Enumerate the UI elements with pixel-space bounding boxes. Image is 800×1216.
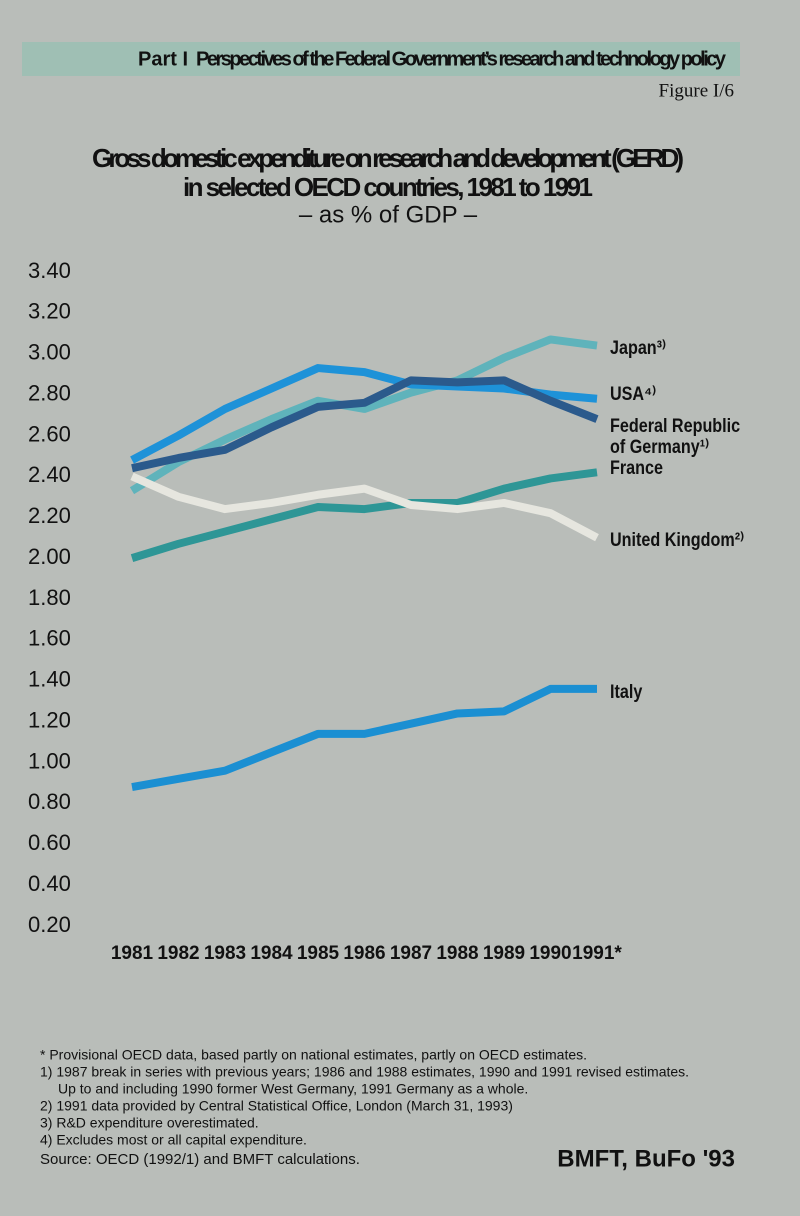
- section-title: Perspectives of the Federal Government’s…: [196, 48, 727, 70]
- footnote: Up to and including 1990 former West Ger…: [58, 1081, 528, 1097]
- y-tick-label: 1.00: [28, 748, 71, 773]
- figure-label: Figure I/6: [659, 80, 734, 101]
- y-tick-label: 0.60: [28, 830, 71, 855]
- series-line: [131, 376, 599, 473]
- y-tick-label: 2.60: [28, 421, 71, 446]
- chart-title: Gross domestic expenditure on research a…: [92, 143, 684, 173]
- x-tick-label: 1985: [297, 943, 340, 964]
- footnote: 3) R&D expenditure overestimated.: [40, 1115, 259, 1131]
- series-label: United Kingdom²⁾: [610, 530, 745, 551]
- series-line: [131, 684, 597, 791]
- y-tick-label: 1.80: [28, 585, 71, 610]
- series-line: [130, 468, 598, 562]
- series-line: [130, 364, 598, 464]
- y-tick-label: 2.20: [28, 503, 71, 528]
- footnote: * Provisional OECD data, based partly on…: [40, 1047, 587, 1063]
- x-tick-label: 1986: [343, 943, 385, 964]
- chart-title-line2: in selected OECD countries, 1981 to 1991: [183, 172, 593, 202]
- y-tick-label: 0.40: [28, 871, 71, 896]
- y-tick-label: 3.20: [28, 299, 71, 324]
- header-band: [22, 42, 740, 76]
- chart-subtitle: – as % of GDP –: [299, 201, 478, 228]
- x-tick-label: 1988: [436, 943, 478, 964]
- series-label: USA⁴⁾: [610, 384, 657, 405]
- x-tick-label: 1982: [157, 943, 199, 964]
- y-tick-label: 2.00: [28, 544, 71, 569]
- series-label: France: [610, 458, 663, 479]
- footnote: 1) 1987 break in series with previous ye…: [40, 1064, 689, 1080]
- y-tick-label: 1.60: [28, 626, 71, 651]
- part-label: Part I: [138, 48, 188, 70]
- footnote: 2) 1991 data provided by Central Statist…: [40, 1098, 513, 1114]
- x-tick-label: 1981: [111, 943, 154, 964]
- y-tick-label: 2.80: [28, 380, 71, 405]
- series-line: [130, 472, 599, 542]
- y-tick-label: 1.40: [28, 667, 71, 692]
- x-tick-label: 1983: [204, 943, 246, 964]
- y-tick-label: 2.40: [28, 462, 71, 487]
- y-tick-label: 3.40: [28, 258, 71, 283]
- y-tick-label: 1.20: [28, 707, 71, 732]
- series-label: Italy: [610, 682, 643, 703]
- y-tick-label: 0.20: [28, 912, 71, 937]
- series-line: [129, 335, 598, 495]
- credit: BMFT, BuFo '93: [557, 1145, 735, 1172]
- x-tick-label: 1991*: [572, 943, 622, 964]
- x-tick-label: 1984: [250, 943, 293, 964]
- source: Source: OECD (1992/1) and BMFT calculati…: [40, 1151, 360, 1168]
- series-label: Federal Republic of Germany¹⁾: [610, 416, 741, 458]
- x-tick-label: 1987: [390, 943, 432, 964]
- x-tick-label: 1990: [529, 943, 571, 964]
- footnote: 4) Excludes most or all capital expendit…: [40, 1132, 307, 1148]
- y-tick-label: 3.00: [28, 340, 71, 365]
- series-label: Japan³⁾: [610, 338, 667, 359]
- x-tick-label: 1989: [483, 943, 525, 964]
- y-tick-label: 0.80: [28, 789, 71, 814]
